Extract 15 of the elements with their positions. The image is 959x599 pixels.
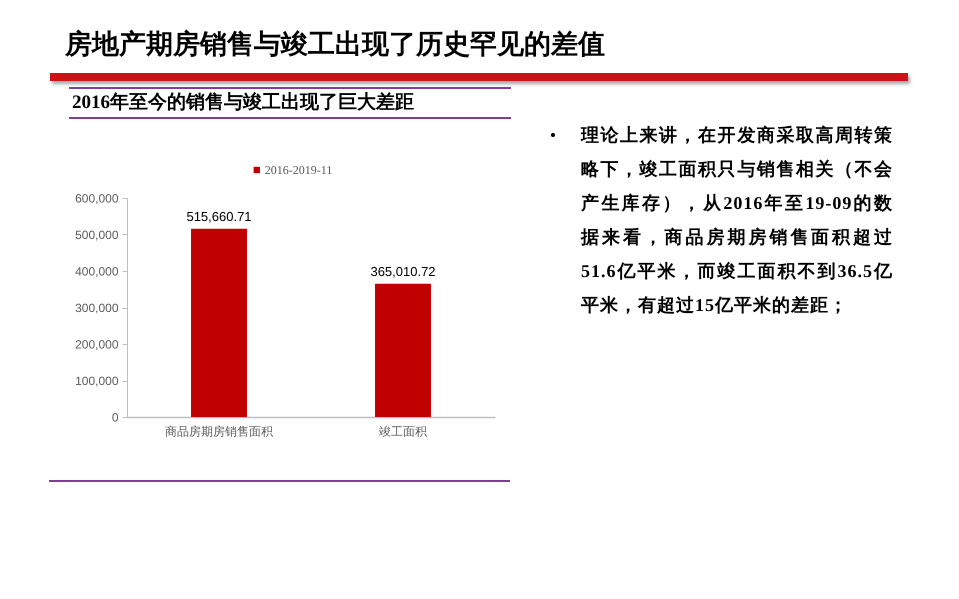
y-tick-label: 300,000 (75, 301, 119, 315)
y-tick-label: 400,000 (75, 264, 119, 278)
y-tick-label: 500,000 (75, 228, 119, 242)
x-tick-label: 竣工面积 (379, 424, 427, 438)
chart-subtitle: 2016年至今的销售与竣工出现了巨大差距 (72, 91, 414, 115)
y-tick-label: 600,000 (75, 192, 119, 206)
y-tick-label: 100,000 (75, 374, 119, 388)
x-tick-label: 商品房期房销售面积 (165, 424, 273, 438)
data-label: 365,010.72 (370, 264, 436, 279)
data-label: 515,660.71 (186, 208, 252, 224)
y-tick-label: 200,000 (75, 338, 119, 352)
text: 理论上来讲，在开发商采取高周转策略下，竣工面积只与销售相关（不会产生库存），从2016年至19-09的数据来看，商品房期房销售面积超过51.6亿平米，而竣工面积不到36.5亿平米，有超过15亿平米的差距； (581, 125, 893, 315)
y-tick-label: 0 (112, 410, 119, 424)
legend-label: 2016-2019-11 (264, 163, 332, 177)
chart-title: 房地产期房销售与竣工出现了历史罕见的差值 (65, 28, 605, 61)
